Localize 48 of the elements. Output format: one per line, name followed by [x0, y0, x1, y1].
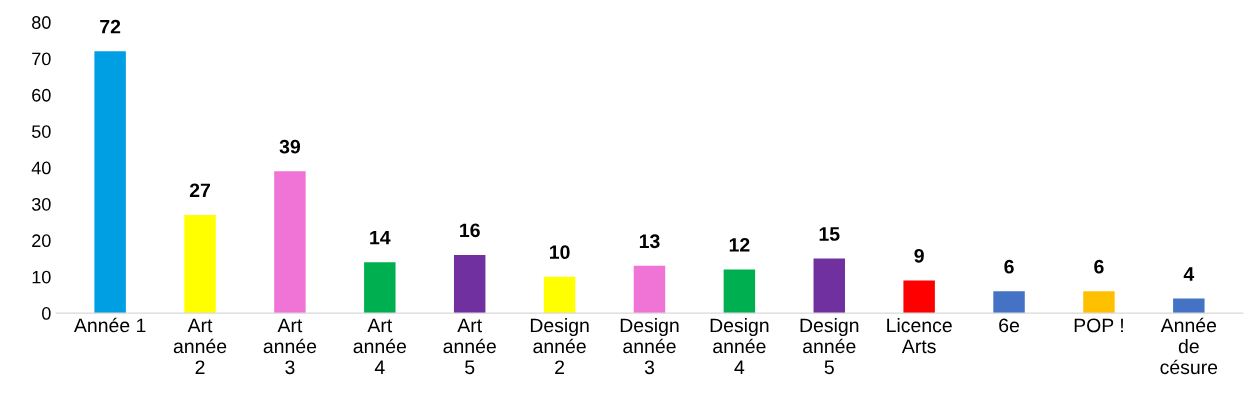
x-tick-label: Design année 5 — [800, 317, 859, 375]
x-tick-label: 6e — [999, 318, 1019, 333]
bar — [903, 280, 935, 314]
bar — [1083, 291, 1115, 314]
data-label: 15 — [819, 227, 840, 241]
x-tick-label: Licence Arts — [887, 317, 952, 354]
y-tick-label: 10 — [32, 270, 51, 284]
x-tick-label: Année 1 — [73, 317, 146, 333]
y-tick-label: 0 — [42, 307, 51, 320]
bar — [94, 51, 126, 314]
bar — [633, 265, 666, 314]
data-label: 27 — [189, 183, 210, 198]
bar — [993, 291, 1025, 314]
data-label: 39 — [279, 139, 301, 154]
data-label: 72 — [100, 19, 121, 34]
x-tick-label: Année de césure — [1160, 317, 1218, 375]
bar — [184, 214, 216, 314]
data-label: 14 — [370, 230, 391, 245]
data-label: 9 — [914, 248, 924, 263]
bar — [453, 254, 486, 314]
bar — [364, 262, 396, 314]
x-tick-label: Art année 5 — [443, 318, 496, 375]
bar — [723, 269, 756, 314]
x-tick-label: POP ! — [1074, 318, 1123, 333]
y-tick-label: 20 — [32, 234, 51, 248]
y-tick-label: 70 — [32, 52, 51, 66]
bar — [1173, 298, 1205, 314]
bar — [274, 171, 306, 314]
x-tick-label: Design année 2 — [530, 317, 589, 374]
x-tick-label: Design année 3 — [620, 317, 679, 375]
y-tick-label: 60 — [32, 88, 51, 102]
data-label: 13 — [639, 234, 660, 249]
y-tick-label: 40 — [31, 161, 51, 175]
x-tick-label: Art année 3 — [263, 318, 317, 375]
y-tick-label: 80 — [32, 16, 51, 29]
y-tick-label: 50 — [31, 125, 51, 138]
data-label: 12 — [729, 237, 750, 252]
bar — [813, 258, 845, 314]
data-label: 16 — [460, 223, 480, 238]
bar — [543, 276, 576, 314]
x-tick-label: Art année 4 — [353, 318, 406, 374]
x-tick-label: Design année 4 — [710, 317, 769, 374]
data-label: 4 — [1183, 267, 1195, 281]
y-tick-label: 30 — [31, 197, 51, 211]
x-tick-label: Art année 2 — [173, 318, 227, 374]
data-label: 6 — [1004, 259, 1014, 274]
data-label: 10 — [550, 245, 570, 260]
data-label: 6 — [1094, 259, 1104, 274]
